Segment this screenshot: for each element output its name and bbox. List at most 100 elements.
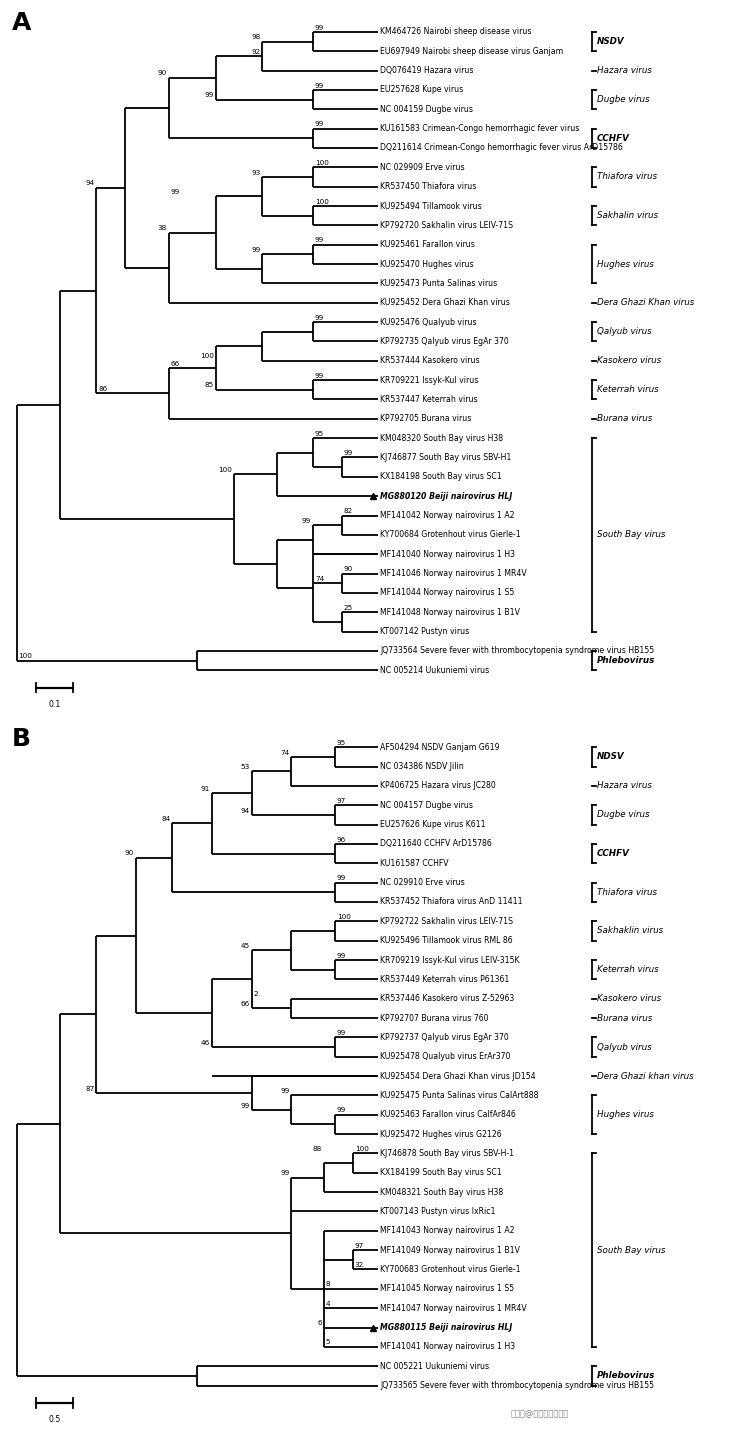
Text: MF141049 Norway nairovirus 1 B1V: MF141049 Norway nairovirus 1 B1V: [380, 1246, 520, 1254]
Text: 99: 99: [315, 372, 324, 378]
Text: 99: 99: [315, 122, 324, 127]
Text: 94: 94: [85, 180, 94, 186]
Text: KP792720 Sakhalin virus LEIV-71S: KP792720 Sakhalin virus LEIV-71S: [380, 221, 513, 231]
Text: DQ211614 Crimean-Congo hemorrhagic fever virus ArD15786: DQ211614 Crimean-Congo hemorrhagic fever…: [380, 143, 622, 152]
Text: South Bay virus: South Bay virus: [597, 530, 665, 540]
Text: 99: 99: [204, 92, 214, 99]
Text: KP406725 Hazara virus JC280: KP406725 Hazara virus JC280: [380, 782, 496, 790]
Text: KU925454 Dera Ghazi Khan virus JD154: KU925454 Dera Ghazi Khan virus JD154: [380, 1071, 536, 1081]
Text: 53: 53: [241, 765, 250, 770]
Text: MF141040 Norway nairovirus 1 H3: MF141040 Norway nairovirus 1 H3: [380, 550, 515, 558]
Text: MF141047 Norway nairovirus 1 MR4V: MF141047 Norway nairovirus 1 MR4V: [380, 1303, 526, 1313]
Text: NC 005221 Uukuniemi virus: NC 005221 Uukuniemi virus: [380, 1362, 489, 1370]
Text: KR709221 Issyk-Kul virus: KR709221 Issyk-Kul virus: [380, 375, 478, 385]
Text: KJ746877 South Bay virus SBV-H1: KJ746877 South Bay virus SBV-H1: [380, 453, 512, 463]
Text: 97: 97: [337, 798, 346, 803]
Text: Hughes virus: Hughes virus: [597, 259, 654, 269]
Text: 46: 46: [201, 1040, 210, 1045]
Text: 6: 6: [317, 1320, 322, 1326]
Text: NDSV: NDSV: [597, 752, 625, 762]
Text: KR537449 Keterrah virus P61361: KR537449 Keterrah virus P61361: [380, 975, 509, 984]
Text: DQ076419 Hazara virus: DQ076419 Hazara virus: [380, 66, 473, 74]
Text: 66: 66: [241, 1001, 250, 1007]
Text: 100: 100: [355, 1146, 368, 1153]
Text: MG880115 Beiji nairovirus HLJ: MG880115 Beiji nairovirus HLJ: [380, 1323, 512, 1332]
Text: Keterrah virus: Keterrah virus: [597, 385, 658, 394]
Text: Burana virus: Burana virus: [597, 1014, 652, 1022]
Text: 99: 99: [280, 1088, 290, 1094]
Text: 45: 45: [241, 942, 250, 949]
Text: NC 004159 Dugbe virus: NC 004159 Dugbe virus: [380, 105, 473, 113]
Text: 99: 99: [315, 238, 324, 243]
Text: 92: 92: [251, 50, 260, 56]
Text: CCHFV: CCHFV: [597, 849, 630, 858]
Text: KR709219 Issyk-Kul virus LEIV-315K: KR709219 Issyk-Kul virus LEIV-315K: [380, 955, 520, 965]
Text: KM048320 South Bay virus H38: KM048320 South Bay virus H38: [380, 434, 503, 442]
Text: 90: 90: [158, 70, 166, 76]
Text: Phlebovirus: Phlebovirus: [597, 656, 656, 664]
Text: 74: 74: [315, 576, 324, 581]
Text: KU925452 Dera Ghazi Khan virus: KU925452 Dera Ghazi Khan virus: [380, 298, 510, 308]
Text: A: A: [11, 11, 31, 36]
Text: 99: 99: [315, 83, 324, 89]
Text: Hughes virus: Hughes virus: [597, 1110, 654, 1120]
Text: Hazara virus: Hazara virus: [597, 782, 652, 790]
Text: 99: 99: [241, 1103, 250, 1108]
Text: 87: 87: [85, 1085, 94, 1091]
Text: 0.5: 0.5: [48, 1415, 61, 1425]
Text: MF141044 Norway nairovirus 1 S5: MF141044 Norway nairovirus 1 S5: [380, 589, 514, 597]
Text: KR537450 Thiafora virus: KR537450 Thiafora virus: [380, 182, 476, 190]
Text: South Bay virus: South Bay virus: [597, 1246, 665, 1254]
Text: Keterrah virus: Keterrah virus: [597, 965, 658, 974]
Text: KU925476 Qualyub virus: KU925476 Qualyub virus: [380, 318, 477, 326]
Text: 5: 5: [326, 1339, 331, 1346]
Text: Phlebovirus: Phlebovirus: [597, 1372, 656, 1380]
Text: NSDV: NSDV: [597, 37, 625, 46]
Text: Thiafora virus: Thiafora virus: [597, 172, 657, 182]
Text: KT007143 Pustyn virus IxRic1: KT007143 Pustyn virus IxRic1: [380, 1207, 496, 1216]
Text: EU257628 Kupe virus: EU257628 Kupe virus: [380, 86, 464, 95]
Text: 38: 38: [158, 225, 166, 231]
Text: MF141048 Norway nairovirus 1 B1V: MF141048 Norway nairovirus 1 B1V: [380, 607, 520, 617]
Text: Kasokero virus: Kasokero virus: [597, 357, 661, 365]
Text: KR537444 Kasokero virus: KR537444 Kasokero virus: [380, 357, 480, 365]
Text: Qalyub virus: Qalyub virus: [597, 1042, 652, 1051]
Text: KM048321 South Bay virus H38: KM048321 South Bay virus H38: [380, 1187, 503, 1197]
Text: KU925494 Tillamook virus: KU925494 Tillamook virus: [380, 202, 482, 211]
Text: KT007142 Pustyn virus: KT007142 Pustyn virus: [380, 627, 470, 636]
Text: 100: 100: [217, 467, 232, 473]
Text: 0.1: 0.1: [48, 700, 61, 709]
Text: 95: 95: [337, 740, 346, 746]
Text: B: B: [11, 726, 31, 750]
Text: KU925475 Punta Salinas virus CalArt888: KU925475 Punta Salinas virus CalArt888: [380, 1091, 538, 1100]
Text: NC 029910 Erve virus: NC 029910 Erve virus: [380, 878, 465, 888]
Text: 95: 95: [315, 431, 324, 437]
Text: 85: 85: [204, 382, 214, 388]
Text: 100: 100: [19, 653, 32, 659]
Text: KU925470 Hughes virus: KU925470 Hughes virus: [380, 259, 474, 269]
Text: 99: 99: [337, 875, 346, 881]
Text: Thiafora virus: Thiafora virus: [597, 888, 657, 896]
Text: EU257626 Kupe virus K611: EU257626 Kupe virus K611: [380, 821, 486, 829]
Text: DQ211640 CCHFV ArD15786: DQ211640 CCHFV ArD15786: [380, 839, 492, 848]
Text: KR537447 Keterrah virus: KR537447 Keterrah virus: [380, 395, 478, 404]
Text: KP792722 Sakhalin virus LEIV-71S: KP792722 Sakhalin virus LEIV-71S: [380, 916, 513, 927]
Text: 74: 74: [280, 749, 290, 756]
Text: 99: 99: [315, 315, 324, 321]
Text: KU925472 Hughes virus G2126: KU925472 Hughes virus G2126: [380, 1130, 502, 1138]
Text: 4: 4: [326, 1300, 331, 1307]
Text: MF141041 Norway nairovirus 1 H3: MF141041 Norway nairovirus 1 H3: [380, 1342, 515, 1352]
Text: KU925473 Punta Salinas virus: KU925473 Punta Salinas virus: [380, 279, 497, 288]
Text: MG880120 Beiji nairovirus HLJ: MG880120 Beiji nairovirus HLJ: [380, 491, 512, 501]
Text: 25: 25: [344, 604, 353, 611]
Text: JQ733565 Severe fever with thrombocytopenia syndrome virus HB155: JQ733565 Severe fever with thrombocytope…: [380, 1380, 654, 1390]
Text: MF141043 Norway nairovirus 1 A2: MF141043 Norway nairovirus 1 A2: [380, 1226, 514, 1236]
Text: 97: 97: [355, 1243, 364, 1249]
Text: KU161583 Crimean-Congo hemorrhagic fever virus: KU161583 Crimean-Congo hemorrhagic fever…: [380, 125, 580, 133]
Text: Hazara virus: Hazara virus: [597, 66, 652, 74]
Text: KP792737 Qalyub virus EgAr 370: KP792737 Qalyub virus EgAr 370: [380, 1032, 508, 1042]
Text: KM464726 Nairobi sheep disease virus: KM464726 Nairobi sheep disease virus: [380, 27, 532, 36]
Text: KU925478 Qualyub virus ErAr370: KU925478 Qualyub virus ErAr370: [380, 1053, 511, 1061]
Text: 90: 90: [124, 851, 134, 856]
Text: KP792705 Burana virus: KP792705 Burana virus: [380, 414, 472, 424]
